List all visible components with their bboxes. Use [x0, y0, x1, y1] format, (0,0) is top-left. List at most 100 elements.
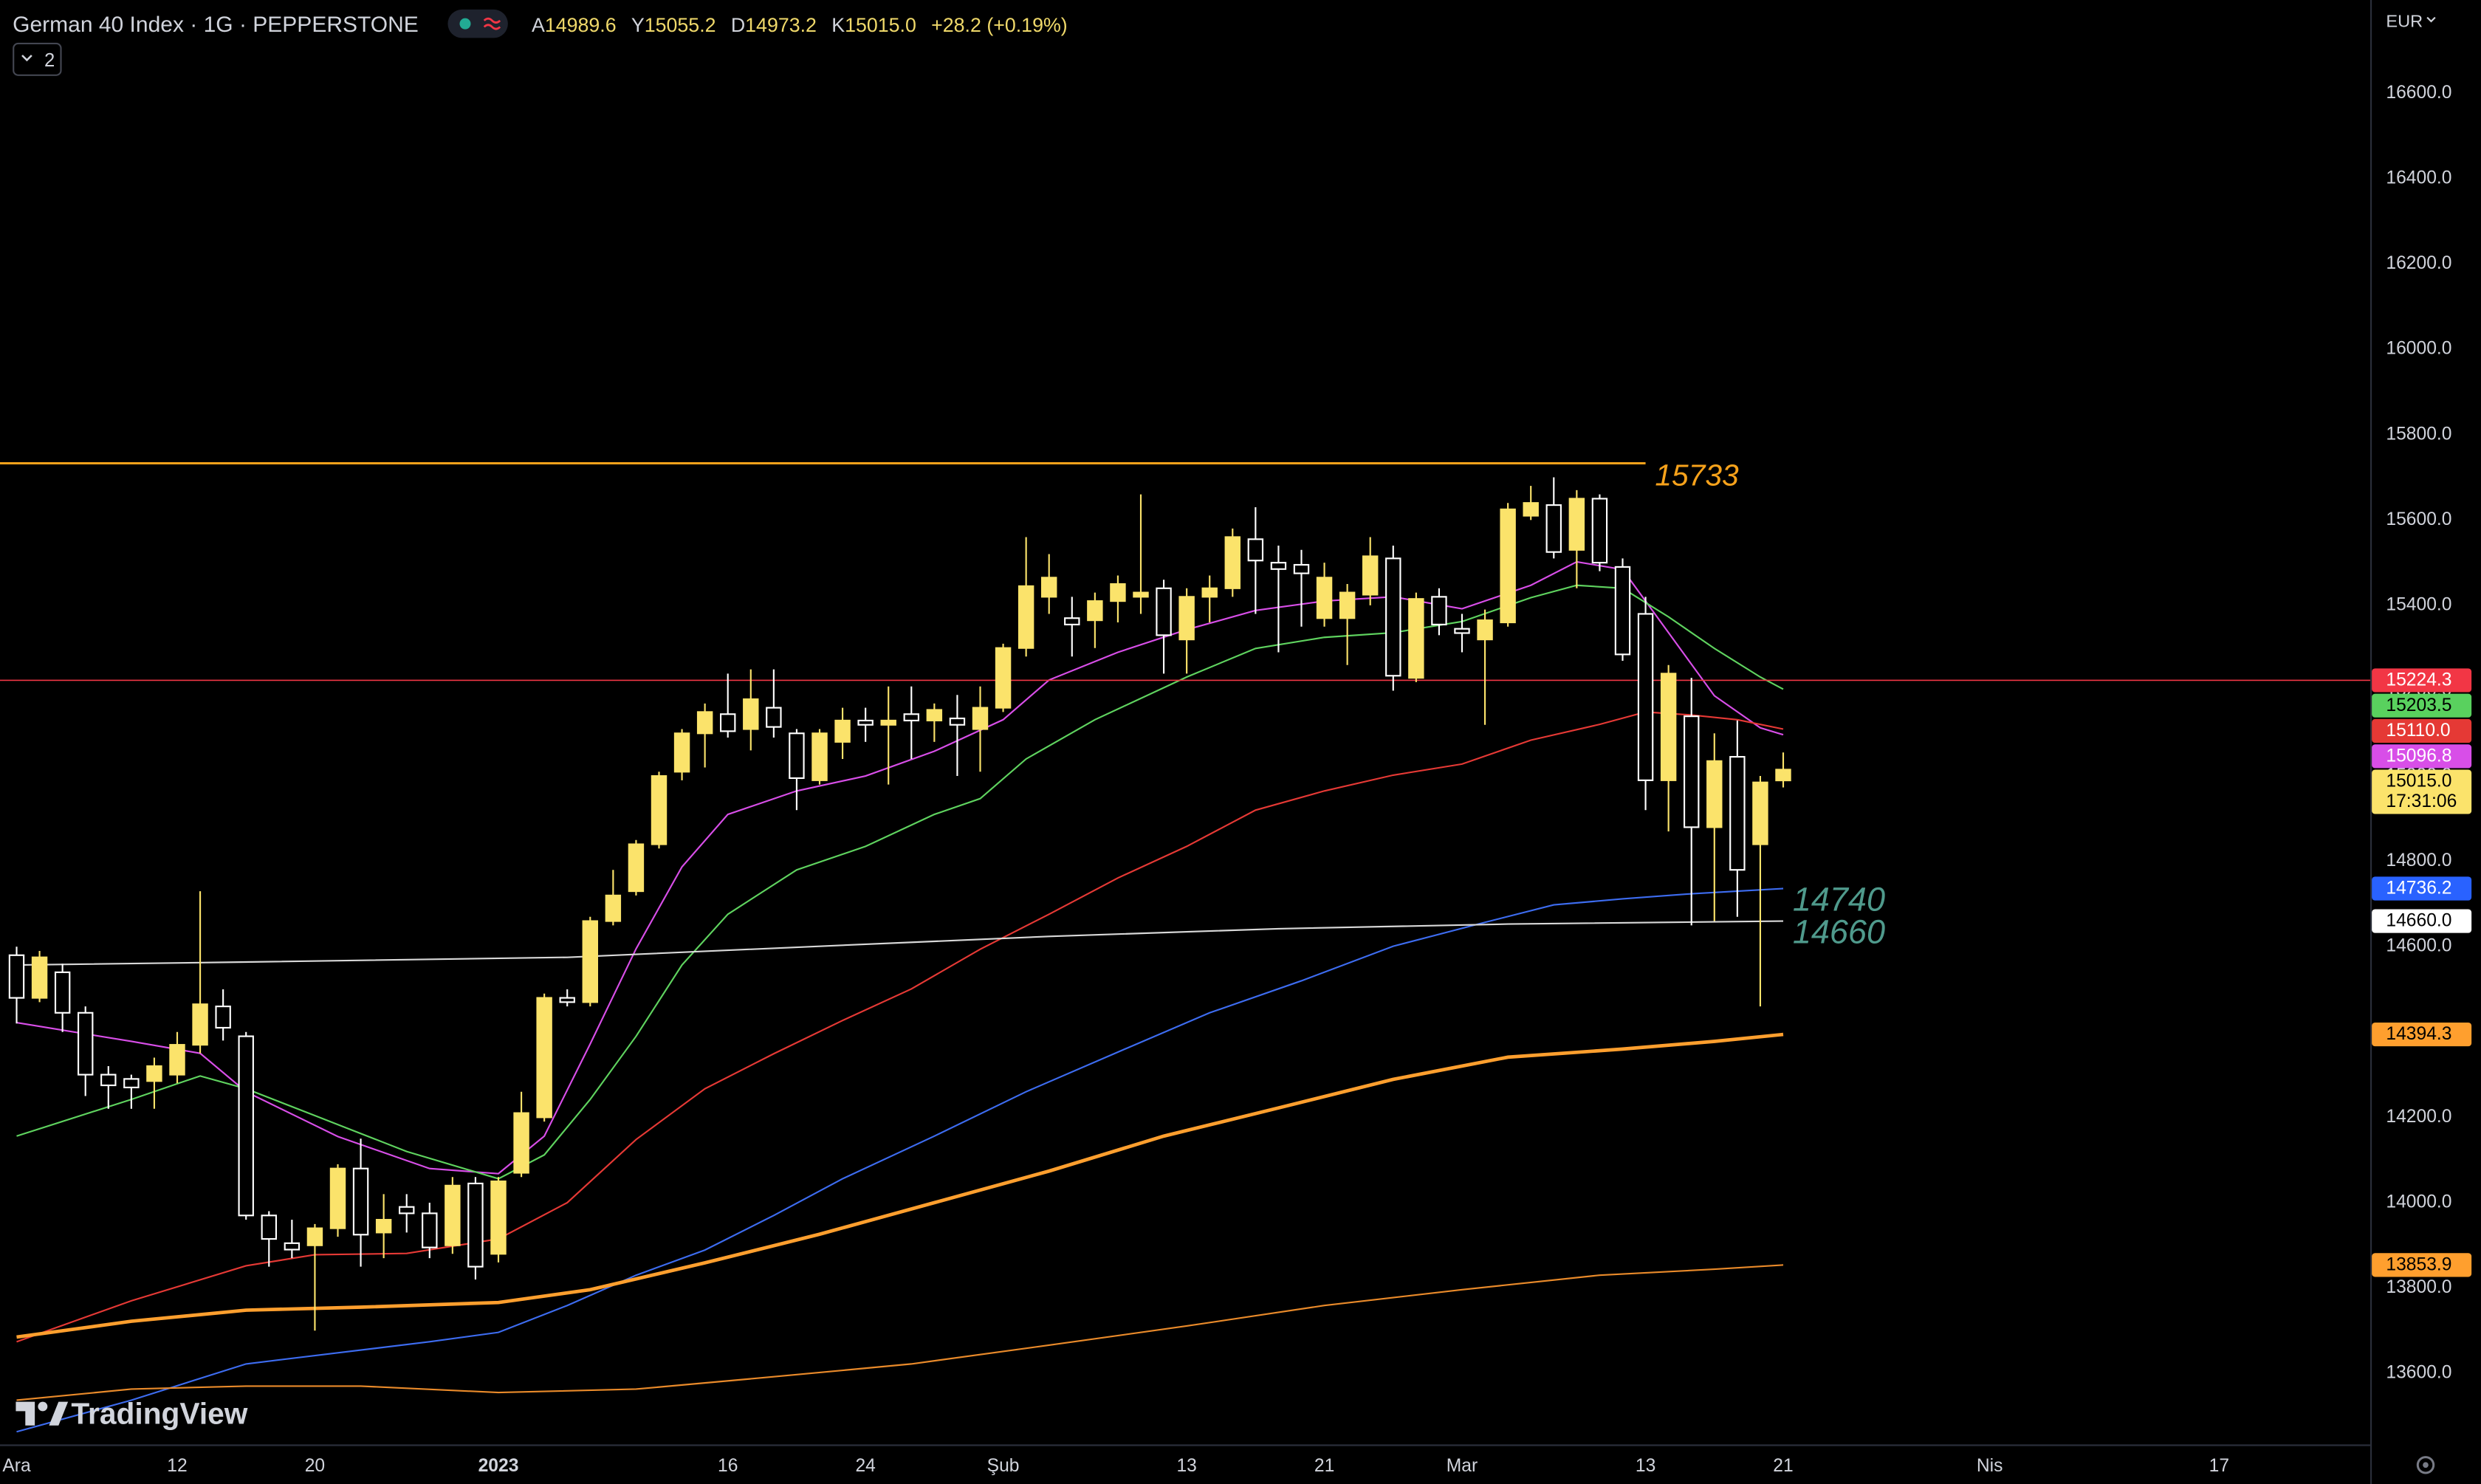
candle-body [1110, 583, 1126, 602]
candle-body [1523, 502, 1539, 517]
x-tick-label: 20 [305, 1456, 325, 1476]
y-tick-label: 15400.0 [2386, 594, 2451, 614]
ohlc-key: A [532, 14, 545, 36]
ohlc-value: 15015.0 [845, 14, 916, 36]
candle-body [1568, 498, 1585, 551]
candle-body [811, 732, 828, 781]
price-label-box [2372, 909, 2472, 933]
ma-line [16, 1032, 1784, 1339]
candle-body [123, 1078, 140, 1088]
change: +28.2 (+0.19%) [931, 14, 1068, 36]
x-tick-label: Nis [1977, 1456, 2003, 1476]
candle-body [1752, 781, 1768, 845]
candle-body [1041, 577, 1057, 598]
candle-body [559, 997, 575, 1003]
x-tick-label: 2023 [478, 1456, 519, 1476]
candle-body [1706, 760, 1723, 828]
candle-body [399, 1206, 415, 1215]
y-tick-label: 13600.0 [2386, 1363, 2451, 1383]
ohlc-values: A14989.6 Y15055.2 D14973.2 K15015.0 +28.… [532, 14, 1068, 36]
candle-body [1500, 508, 1516, 624]
chevron-icon [2426, 16, 2436, 23]
candle-body [1591, 498, 1608, 564]
candle-body [972, 707, 989, 730]
candle-body [146, 1065, 162, 1082]
ma-line [16, 711, 1784, 1343]
candle-body [926, 709, 943, 722]
price-label-box [2372, 744, 2472, 769]
candle-body [8, 954, 25, 999]
candle-body [1316, 577, 1333, 619]
candle-body [513, 1112, 529, 1174]
y-tick-label: 16600.0 [2386, 83, 2451, 103]
candle-body [169, 1044, 185, 1076]
candle-body [1454, 628, 1470, 634]
candle-body [880, 719, 896, 726]
candle-body [789, 732, 805, 780]
status-pill[interactable] [447, 9, 508, 38]
price-label-box [2372, 1023, 2472, 1047]
symbol-title[interactable]: German 40 Index · 1G · PEPPERSTONE [13, 13, 419, 37]
price-label-box [2372, 876, 2472, 901]
candle-body [720, 713, 736, 732]
candle-body [306, 1227, 323, 1246]
logo-mark [49, 1401, 69, 1426]
market-status-dot [459, 18, 471, 30]
y-tick-label: 13800.0 [2386, 1277, 2451, 1297]
candle-body [1178, 596, 1195, 641]
ma-line [16, 584, 1784, 1180]
candle-body [1201, 587, 1218, 598]
price-label: 15096.8 [2386, 746, 2451, 766]
candle-body [1660, 673, 1677, 781]
price-label: 15110.0 [2386, 721, 2450, 741]
candle-body [1431, 596, 1447, 625]
gear-icon [2423, 1462, 2429, 1468]
ohlc-key: K [831, 14, 845, 36]
ohlc-value: 14989.6 [545, 14, 617, 36]
x-tick-label: 13 [1636, 1456, 1655, 1476]
candle-body [375, 1218, 392, 1234]
indicator-toggle[interactable] [13, 42, 62, 76]
price-label: 15224.3 [2386, 670, 2451, 690]
delay-icon [483, 17, 501, 30]
candle-body [1224, 536, 1240, 589]
candle-body [284, 1242, 301, 1251]
candle-body [31, 956, 48, 999]
candle-body [1064, 617, 1080, 625]
price-label-box [2372, 693, 2472, 718]
candle-body [1477, 619, 1493, 641]
candle-body [743, 698, 759, 730]
indicator-count: 2 [44, 50, 55, 71]
currency-button[interactable]: EUR [2386, 11, 2423, 30]
x-tick-label: Şub [987, 1456, 1020, 1476]
candle-body [696, 711, 713, 735]
x-tick-label: 13 [1176, 1456, 1196, 1476]
price-label: 14736.2 [2386, 879, 2451, 899]
logo-mark [38, 1401, 48, 1412]
y-tick-label: 16400.0 [2386, 168, 2451, 188]
candle-body [1087, 600, 1103, 622]
candle-body [766, 707, 782, 728]
candle-body [673, 732, 690, 773]
y-tick-label: 16200.0 [2386, 253, 2451, 273]
line-label: 15733 [1655, 458, 1739, 492]
candle-body [949, 717, 966, 726]
price-label: 14660.0 [2386, 911, 2451, 931]
x-tick-label: 12 [167, 1456, 187, 1476]
ma-line [16, 1264, 1784, 1401]
price-label: 15015.0 [2386, 772, 2451, 791]
countdown: 17:31:06 [2386, 791, 2457, 811]
x-tick-label: 21 [1773, 1456, 1793, 1476]
gear-icon [2416, 1456, 2435, 1474]
candle-body [1729, 755, 1746, 871]
ma-line [16, 887, 1784, 1433]
candle-body [238, 1035, 254, 1217]
candle-body [490, 1180, 507, 1255]
settings-button[interactable] [2416, 1456, 2435, 1474]
candle-body [1156, 587, 1172, 636]
price-label-box [2372, 668, 2472, 693]
